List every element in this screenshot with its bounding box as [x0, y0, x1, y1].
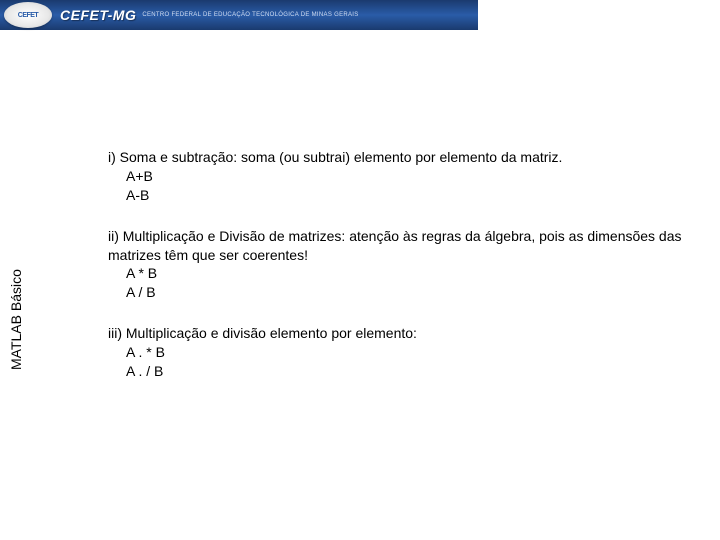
header-subtitle: CENTRO FEDERAL DE EDUCAÇÃO TECNOLÓGICA D… [142, 12, 358, 18]
section-title: i) Soma e subtração: soma (ou subtrai) e… [108, 148, 688, 167]
header-bar: CEFET CEFET-MG CENTRO FEDERAL DE EDUCAÇÃ… [0, 0, 478, 30]
code-line: A / B [108, 283, 688, 302]
section-title: ii) Multiplicação e Divisão de matrizes:… [108, 227, 688, 265]
code-line: A-B [108, 186, 688, 205]
logo-text: CEFET [18, 12, 38, 19]
code-line: A . * B [108, 343, 688, 362]
section-title: iii) Multiplicação e divisão elemento po… [108, 324, 688, 343]
content-area: i) Soma e subtração: soma (ou subtrai) e… [108, 148, 688, 403]
code-line: A . / B [108, 362, 688, 381]
code-line: A+B [108, 167, 688, 186]
section-sum-subtraction: i) Soma e subtração: soma (ou subtrai) e… [108, 148, 688, 205]
section-elementwise: iii) Multiplicação e divisão elemento po… [108, 324, 688, 381]
section-multiplication-division: ii) Multiplicação e Divisão de matrizes:… [108, 227, 688, 303]
sidebar-label: MATLAB Básico [8, 269, 24, 370]
header-title: CEFET-MG [60, 7, 136, 23]
code-line: A * B [108, 264, 688, 283]
logo-badge: CEFET [4, 2, 52, 28]
